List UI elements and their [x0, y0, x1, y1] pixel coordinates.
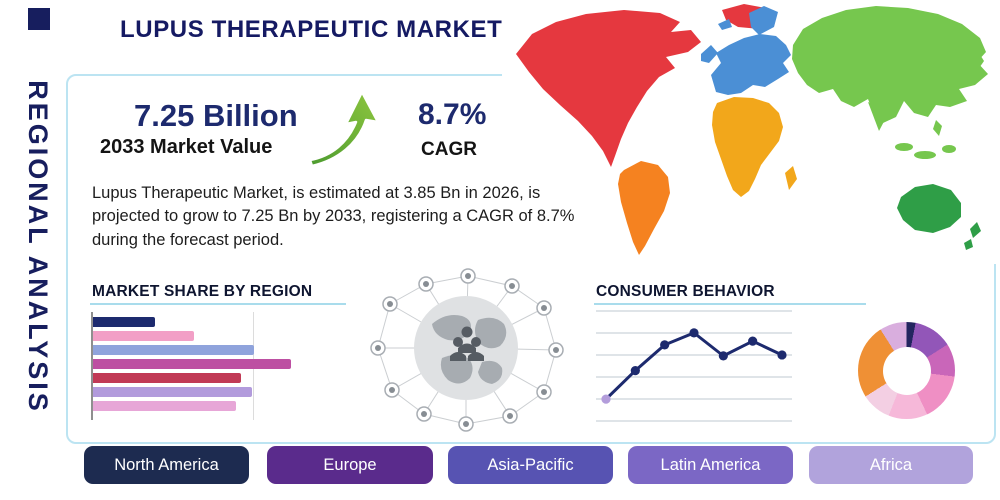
map-japan	[970, 53, 984, 74]
growth-arrow-icon	[306, 84, 382, 168]
region-button-europe[interactable]: Europe	[267, 446, 433, 484]
map-africa	[712, 97, 783, 197]
map-indonesia-3	[942, 145, 956, 153]
map-indonesia-1	[895, 143, 913, 151]
map-asia	[792, 6, 988, 123]
people-icon	[450, 326, 484, 361]
region-button-north-america[interactable]: North America	[84, 446, 249, 484]
bar-segment-0	[93, 317, 156, 327]
map-scandinavia	[749, 6, 778, 35]
market-description: Lupus Therapeutic Market, is estimated a…	[92, 184, 575, 249]
bar-segment-5	[93, 387, 252, 397]
market-share-heading: MARKET SHARE BY REGION	[92, 283, 313, 300]
page-title: LUPUS THERAPEUTIC MARKET	[120, 16, 503, 43]
map-madagascar	[785, 166, 797, 190]
region-button-latin-america[interactable]: Latin America	[628, 446, 793, 484]
market-value-label: 2033 Market Value	[100, 136, 273, 158]
map-iceland	[718, 19, 732, 30]
bar-segment-3	[93, 359, 291, 369]
region-button-africa[interactable]: Africa	[809, 446, 973, 484]
consumer-behavior-line-chart	[596, 310, 792, 422]
cagr-stat: 8.7%	[418, 98, 487, 131]
map-south-america	[618, 161, 670, 255]
market-share-bar-chart	[91, 312, 353, 420]
market-value-stat: 7.25 Billion	[134, 98, 298, 133]
region-donut-chart	[858, 322, 955, 419]
network-nodes	[370, 268, 564, 432]
world-map-svg	[516, 4, 988, 255]
bar-segment-6	[93, 401, 236, 411]
map-philippines	[933, 120, 942, 136]
map-new-zealand-south	[964, 239, 973, 250]
globe-network-icon	[366, 262, 570, 434]
map-india	[868, 102, 889, 131]
cagr-label: CAGR	[421, 139, 477, 160]
bar-chart-bars	[93, 317, 353, 411]
consumer-behavior-underline	[594, 303, 866, 305]
world-map	[502, 0, 1000, 264]
map-north-america	[516, 10, 701, 167]
map-new-zealand-north	[970, 222, 981, 238]
map-uk	[701, 45, 718, 63]
map-indonesia-2	[914, 151, 936, 159]
bar-segment-1	[93, 331, 195, 341]
market-share-underline	[90, 303, 346, 305]
corner-square-decoration	[28, 8, 50, 30]
bar-segment-2	[93, 345, 255, 355]
map-australia	[897, 184, 961, 233]
regional-analysis-vertical-label: REGIONAL ANALYSIS	[23, 80, 53, 414]
region-button-asia-pacific[interactable]: Asia-Pacific	[448, 446, 613, 484]
bar-segment-4	[93, 373, 242, 383]
consumer-behavior-heading: CONSUMER BEHAVIOR	[596, 283, 775, 300]
map-europe	[711, 34, 791, 95]
